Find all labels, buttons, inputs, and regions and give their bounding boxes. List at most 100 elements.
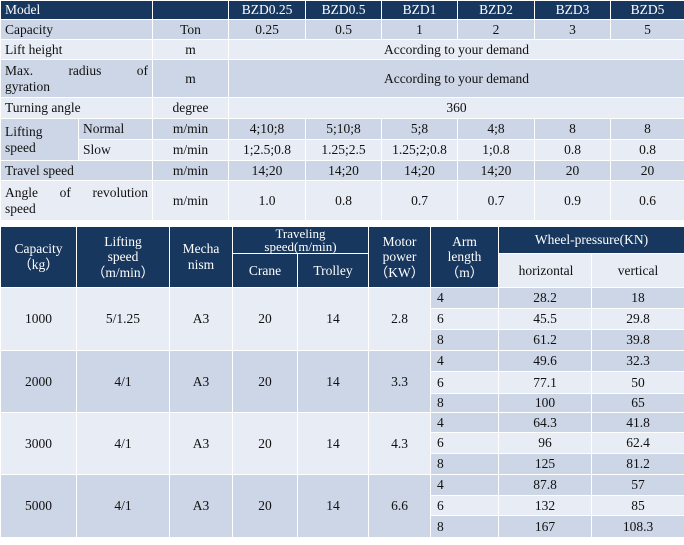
cell: 1;0.8 (457, 139, 535, 161)
arm-length-cell: 4 (430, 474, 499, 496)
motor-header-line1: Motor (382, 233, 417, 249)
horizontal-pressure-cell: 77.1 (498, 371, 592, 394)
motor-header-line2: power (382, 249, 417, 265)
row-unit: m/min (152, 180, 229, 221)
horizontal-pressure-cell: 64.3 (498, 412, 592, 433)
row-unit: m/min (152, 139, 229, 161)
header-unit (152, 0, 229, 20)
header-row-1: Capacity （kg） Lifting speed （m/min） Mech… (0, 226, 684, 288)
normal-label: Normal (78, 118, 153, 140)
trolley-speed-cell: 14 (297, 412, 369, 475)
model-spec-table: Model BZD0.25 BZD0.5 BZD1 BZD2 BZD3 BZD5… (0, 0, 684, 221)
table-row: 6 45.5 29.8 (1, 308, 684, 330)
row-unit: m/min (152, 118, 229, 140)
cell: 0.6 (610, 180, 684, 221)
vertical-pressure-cell: 39.8 (590, 329, 684, 351)
arm-length-cell: 8 (430, 329, 499, 351)
cell: 1.0 (228, 180, 306, 221)
cell: 0.25 (228, 19, 306, 40)
vertical-pressure-cell: 41.8 (590, 412, 684, 433)
table-row: 8 100 65 (1, 393, 684, 413)
capacity-cell: 2000 (0, 350, 77, 413)
arm-length-cell: 6 (430, 371, 499, 394)
horizontal-header: horizontal (498, 253, 592, 288)
trolley-speed-cell: 14 (297, 350, 369, 413)
vertical-pressure-cell: 50 (590, 371, 684, 394)
motor-power-cell: 6.6 (368, 474, 431, 538)
cell: 14;20 (228, 160, 306, 181)
crane-speed-cell: 20 (232, 474, 298, 538)
cell: 360 (228, 97, 684, 119)
cell: 0.9 (534, 180, 611, 221)
vertical-pressure-cell: 57 (590, 474, 684, 496)
crane-speed-cell: 20 (232, 350, 298, 413)
traveling-header-line2: speed(m/min) (264, 239, 337, 254)
header-bzd05: BZD0.5 (305, 0, 382, 20)
travel-row: Travel speed m/min 14;20 14;20 14;20 14;… (0, 160, 684, 181)
cell: 0.8 (305, 180, 382, 221)
arm-length-cell: 8 (430, 453, 499, 475)
lifting-speed-cell: 5/1.25 (76, 287, 170, 351)
arm-header-line1: Arm (452, 233, 477, 249)
cell: 20 (610, 160, 684, 181)
horizontal-pressure-cell: 61.2 (498, 329, 592, 351)
cell: 0.5 (305, 19, 382, 40)
arm-header-line3: （m） (445, 264, 484, 280)
capacity-cell: 5000 (0, 474, 77, 538)
vertical-pressure-cell: 81.2 (590, 453, 684, 475)
cell: 4;10;8 (228, 118, 306, 140)
wheel-pressure-header: Wheel-pressure(KN) (497, 226, 684, 254)
cell: 3 (534, 19, 611, 40)
arm-length-cell: 8 (430, 515, 499, 538)
header-bzd3: BZD3 (534, 0, 611, 20)
arm-header: Arm length （m） (430, 226, 499, 288)
table-row: 3000 4/1 A3 20 14 4.3 4 64.3 41.8 (0, 412, 684, 475)
cell: 0.7 (457, 180, 535, 221)
horizontal-pressure-cell: 125 (498, 453, 592, 475)
turning-row: Turning angle degree 360 (0, 97, 684, 119)
header-row: Model BZD0.25 BZD0.5 BZD1 BZD2 BZD3 BZD5 (0, 0, 684, 20)
lifting-header-line2: speed (107, 249, 139, 265)
traveling-header: Traveling speed(m/min) (232, 226, 369, 254)
capacity-cell: 1000 (0, 287, 77, 351)
header-bzd025: BZD0.25 (228, 0, 306, 20)
cell: According to your demand (228, 39, 684, 60)
row-label: Lift height (0, 39, 153, 60)
horizontal-pressure-cell: 45.5 (498, 308, 592, 330)
crane-speed-cell: 20 (232, 287, 298, 351)
trolley-speed-cell: 14 (297, 474, 369, 538)
crane-speed-cell: 20 (232, 412, 298, 475)
header-bzd2: BZD2 (457, 0, 535, 20)
arm-length-cell: 6 (430, 308, 499, 330)
capacity-header: Capacity （kg） (0, 226, 77, 288)
row-label: Travel speed (0, 160, 153, 181)
cell: 0.7 (381, 180, 458, 221)
cell: 8 (610, 118, 684, 140)
capacity-header-line2: （kg） (18, 257, 59, 272)
horizontal-pressure-cell: 167 (498, 515, 592, 538)
table-row: 5000 4/1 A3 20 14 6.6 4 87.8 57 (0, 474, 684, 538)
motor-power-cell: 4.3 (368, 412, 431, 475)
lifting-speed-cell: 4/1 (76, 412, 170, 475)
wheel-pressure-table: Capacity （kg） Lifting speed （m/min） Mech… (0, 226, 684, 538)
lifting-speed-cell: 4/1 (76, 474, 170, 538)
table-row: 1000 5/1.25 A3 20 14 2.8 4 28.2 18 (0, 287, 684, 351)
cell: According to your demand (228, 59, 684, 98)
header-model: Model (0, 0, 153, 20)
capacity-row: Capacity Ton 0.25 0.5 1 2 3 5 (0, 19, 684, 40)
lifting-label: Lifting speed (0, 118, 79, 161)
row-unit: Ton (152, 19, 229, 40)
table-row: 6 77.1 50 (1, 371, 684, 394)
radius-label-line1: Max. radius of (5, 62, 148, 78)
horizontal-pressure-cell: 28.2 (498, 287, 592, 309)
lifting-header-line1: Lifting (104, 233, 142, 249)
mechanism-header-line1: Mecha (182, 241, 220, 257)
arm-length-cell: 8 (430, 393, 499, 413)
row-unit: m (152, 39, 229, 60)
radius-row: Max. radius of gyration m According to y… (0, 59, 684, 98)
cell: 4;8 (457, 118, 535, 140)
cell: 0.8 (534, 139, 611, 161)
revolution-label-line2: speed (5, 200, 36, 216)
cell: 5 (610, 19, 684, 40)
lifting-label-line1: Lifting (5, 123, 43, 139)
